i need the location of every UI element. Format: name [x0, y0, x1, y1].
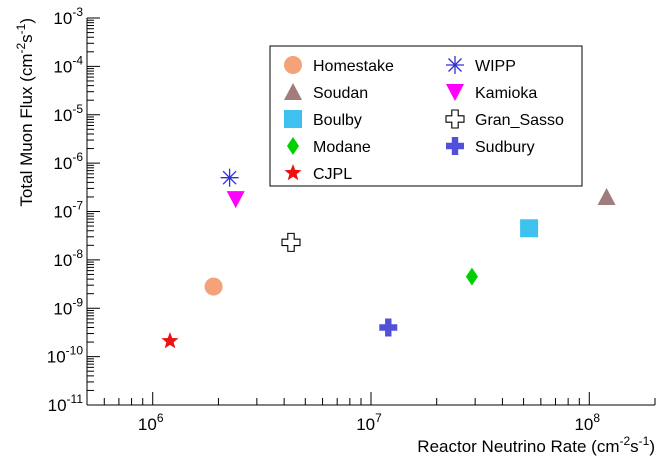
- y-tick-label: 10-10: [47, 344, 84, 367]
- legend-marker-wipp: [446, 56, 464, 74]
- legend-marker-sudbury: [446, 137, 464, 155]
- data-point-cjpl: [161, 332, 179, 349]
- data-point-modane: [465, 267, 478, 286]
- data-point-wipp: [220, 168, 239, 187]
- legend-marker-gran-sasso: [445, 109, 465, 129]
- y-axis-title: Total Muon Flux (cm-2s-1): [14, 18, 36, 207]
- axis-ticks: [86, 17, 656, 406]
- legend-label-modane: Modane: [313, 139, 371, 156]
- y-tick-label: 10-11: [48, 392, 84, 415]
- legend-label-boulby: Boulby: [313, 112, 362, 129]
- x-axis-title: Reactor Neutrino Rate (cm-2s-1): [417, 434, 655, 456]
- y-tick-label: 10-8: [53, 247, 83, 270]
- legend-marker-modane: [287, 137, 299, 155]
- legend-marker-cjpl: [284, 164, 302, 181]
- data-points: [161, 168, 616, 349]
- data-point-gran-sasso: [281, 232, 301, 252]
- legend-label-cjpl: CJPL: [313, 166, 352, 183]
- tick-labels: 10-11 10-10 10-9 10-8 10-7 10-6 10-5 10-4 10-3 10…: [47, 5, 601, 434]
- legend-label-soudan: Soudan: [313, 85, 368, 102]
- x-tick-label: 107: [356, 411, 382, 434]
- legend-label-wipp: WIPP: [475, 58, 516, 75]
- legend-label-sudbury: Sudbury: [475, 139, 535, 156]
- data-point-soudan: [597, 187, 616, 205]
- data-point-homestake: [204, 277, 223, 296]
- x-tick-label: 106: [138, 411, 164, 434]
- data-point-boulby: [520, 219, 539, 238]
- asterisk-stroke: [448, 58, 462, 72]
- legend-marker-homestake: [284, 56, 302, 74]
- legend-label-homestake: Homestake: [313, 58, 394, 75]
- y-tick-label: 10-5: [53, 102, 83, 125]
- data-point-kamioka: [226, 191, 245, 209]
- legend-marker-boulby: [284, 110, 302, 128]
- y-tick-label: 10-6: [53, 150, 83, 173]
- y-tick-label: 10-9: [53, 295, 83, 318]
- y-tick-label: 10-3: [53, 5, 83, 28]
- legend: Homestake Soudan Boulby Modane CJPL WIPP Kamio…: [269, 45, 583, 187]
- legend-marker-soudan: [284, 83, 302, 100]
- y-tick-label: 10-7: [53, 199, 83, 222]
- x-tick-label: 108: [574, 411, 600, 434]
- asterisk-stroke: [222, 170, 237, 185]
- legend-label-gran-sasso: Gran_Sasso: [475, 112, 564, 129]
- legend-box: [269, 45, 583, 187]
- y-tick-label: 10-4: [53, 53, 83, 76]
- axis-titles: Reactor Neutrino Rate (cm-2s-1) Total Muo…: [14, 18, 655, 456]
- data-point-sudbury: [379, 318, 398, 337]
- legend-marker-kamioka: [446, 84, 464, 101]
- legend-label-kamioka: Kamioka: [475, 85, 537, 102]
